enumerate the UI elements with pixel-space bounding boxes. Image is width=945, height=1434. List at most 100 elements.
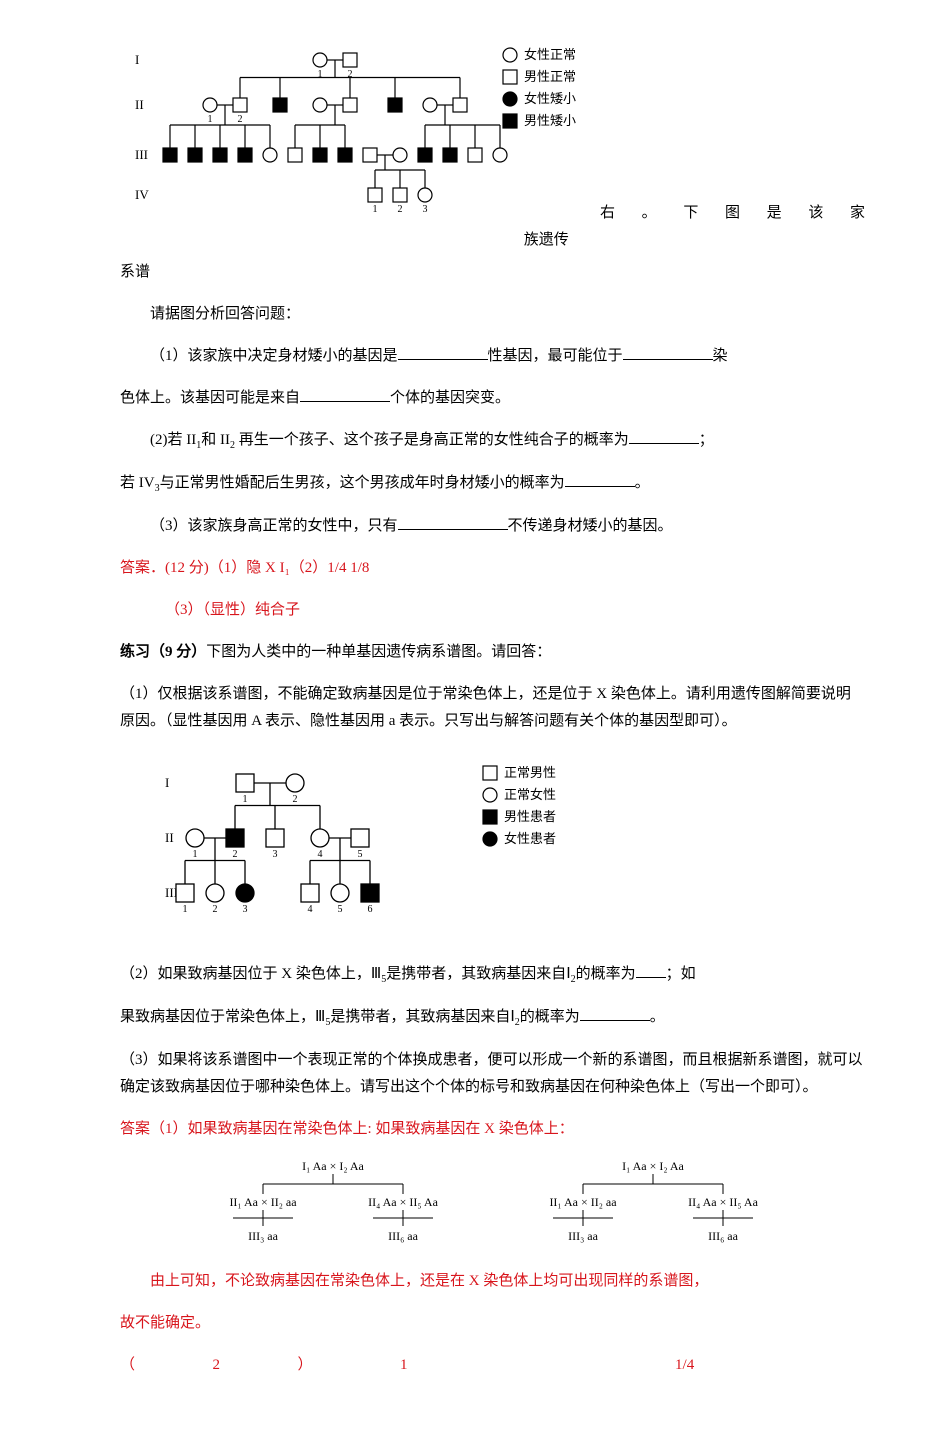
q2b-m2: 的概率为 xyxy=(576,966,636,982)
intro-left: 右。下图是该家 xyxy=(600,205,865,221)
svg-text:IV: IV xyxy=(135,187,149,202)
q2b-line2: 果致病基因位于常染色体上，Ⅲ5是携带者，其致病基因来自Ⅰ2的概率为。 xyxy=(120,1004,865,1032)
q2b-line1: （2）如果致病基因位于 X 染色体上，Ⅲ5是携带者，其致病基因来自Ⅰ2的概率为；… xyxy=(120,961,865,989)
svg-text:正常男性: 正常男性 xyxy=(504,765,556,780)
exercise-header: 练习（9 分）下图为人类中的一种单基因遗传病系谱图。请回答： xyxy=(120,639,865,666)
cross-auto: I₁ Aa × I₂ Aa II₁ Aa × II₂ aa II₄ Aa × II₅… xyxy=(203,1158,463,1248)
svg-text:III: III xyxy=(135,147,148,162)
footer-frac: 1/4 xyxy=(675,1357,694,1373)
svg-text:I: I xyxy=(165,775,169,790)
exercise-title-rest: 下图为人类中的一种单基因遗传病系谱图。请回答： xyxy=(206,644,551,660)
q2-l2s: 。 xyxy=(635,475,650,491)
cross-x-svg: I₁ Aa × I₂ Aa II₁ Aa × II₂ aa II₄ Aa × II₅… xyxy=(523,1158,783,1248)
svg-text:III₆ aa: III₆ aa xyxy=(708,1229,738,1243)
svg-text:III₃ aa: III₃ aa xyxy=(568,1229,598,1243)
svg-text:男性正常: 男性正常 xyxy=(524,69,576,84)
svg-text:I: I xyxy=(135,52,139,67)
q2b-l2s: 。 xyxy=(650,1009,665,1025)
answer-1-line1: 答案．(12 分)（1）隐 X I₁（2）1/4 1/8 xyxy=(120,555,865,582)
q1-line2: 色体上。该基因可能是来自 个体的基因突变。 xyxy=(120,385,865,412)
svg-text:1: 1 xyxy=(208,114,213,125)
svg-text:男性矮小: 男性矮小 xyxy=(524,113,576,128)
svg-text:I₁ Aa × I₂ Aa: I₁ Aa × I₂ Aa xyxy=(622,1159,684,1173)
pedigree-1-figure: IIIIIIIV1212123女性正常男性正常女性矮小男性矮小 xyxy=(120,40,600,220)
svg-text:1: 1 xyxy=(193,849,198,860)
exercise-p1: （1）仅根据该系谱图，不能确定致病基因是位于常染色体上，还是位于 X 染色体上。… xyxy=(120,681,865,735)
footer-p: ） xyxy=(298,1357,313,1373)
footer-n2: 2 xyxy=(213,1357,221,1373)
cross-auto-svg: I₁ Aa × I₂ Aa II₁ Aa × II₂ aa II₄ Aa × II₅… xyxy=(203,1158,463,1248)
svg-text:3: 3 xyxy=(273,849,278,860)
q2-m1: 和 II xyxy=(201,432,230,448)
svg-text:II: II xyxy=(135,97,144,112)
pedigree-2-figure: IIIIII1212345123456正常男性正常女性男性患者女性患者 xyxy=(150,758,580,928)
svg-text:女性矮小: 女性矮小 xyxy=(524,91,576,106)
svg-text:III₆ aa: III₆ aa xyxy=(388,1229,418,1243)
svg-text:2: 2 xyxy=(213,904,218,915)
svg-text:2: 2 xyxy=(398,204,403,215)
svg-text:5: 5 xyxy=(358,849,363,860)
answer-1-line2: （3）（显性）纯合子 xyxy=(120,597,865,624)
svg-text:3: 3 xyxy=(243,904,248,915)
svg-text:正常女性: 正常女性 xyxy=(504,787,556,802)
svg-text:I₁ Aa × I₂ Aa: I₁ Aa × I₂ Aa xyxy=(302,1159,364,1173)
footer-line: （ 2 ） 1 1/4 xyxy=(120,1352,865,1379)
svg-text:1: 1 xyxy=(373,204,378,215)
q3-pre: （3）该家族身高正常的女性中，只有 xyxy=(150,518,398,534)
svg-text:1: 1 xyxy=(318,69,323,80)
q1-suf: 个体的基因突变。 xyxy=(390,390,510,406)
q2-l2p: 若 IV xyxy=(120,475,155,491)
svg-text:1: 1 xyxy=(183,904,188,915)
svg-text:2: 2 xyxy=(348,69,353,80)
svg-text:4: 4 xyxy=(318,849,323,860)
q1-line1: （1）该家族中决定身材矮小的基因是 性基因，最可能位于 染 xyxy=(120,343,865,370)
q2b-pre: （2）如果致病基因位于 X 染色体上，Ⅲ xyxy=(120,966,381,982)
svg-text:II₄ Aa × II₅ Aa: II₄ Aa × II₅ Aa xyxy=(368,1195,438,1209)
q2-pre: (2)若 II xyxy=(150,432,196,448)
intro-line-2: 系谱 xyxy=(120,259,865,286)
svg-text:III₃ aa: III₃ aa xyxy=(248,1229,278,1243)
footer-n1: 1 xyxy=(400,1357,408,1373)
svg-text:II: II xyxy=(165,830,174,845)
svg-text:1: 1 xyxy=(243,794,248,805)
q3-suf: 不传递身材矮小的基因。 xyxy=(508,518,673,534)
svg-text:II₁ Aa × II₂ aa: II₁ Aa × II₂ aa xyxy=(229,1195,297,1209)
intro-right: 族遗传 xyxy=(524,232,569,248)
q3b: （3）如果将该系谱图中一个表现正常的个体换成患者，便可以形成一个新的系谱图，而且… xyxy=(120,1047,865,1101)
answer-2-conclusion: 由上可知，不论致病基因在常染色体上，还是在 X 染色体上均可出现同样的系谱图， xyxy=(120,1268,865,1295)
pedigree-1-svg: IIIIIIIV1212123女性正常男性正常女性矮小男性矮小 xyxy=(120,40,600,220)
q1-l2p: 色体上。该基因可能是来自 xyxy=(120,390,300,406)
pedigree-2-svg: IIIIII1212345123456正常男性正常女性男性患者女性患者 xyxy=(150,758,580,928)
q2b-m1: 是携带者，其致病基因来自Ⅰ xyxy=(386,966,570,982)
q2b-suf: ；如 xyxy=(666,966,696,982)
svg-text:2: 2 xyxy=(238,114,243,125)
q2-suf: ； xyxy=(699,432,714,448)
svg-text:女性患者: 女性患者 xyxy=(504,831,556,846)
q2-l2m: 与正常男性婚配后生男孩，这个男孩成年时身材矮小的概率为 xyxy=(160,475,565,491)
svg-text:3: 3 xyxy=(423,204,428,215)
footer-b: （ xyxy=(120,1357,135,1373)
answer-2-conclusion2: 故不能确定。 xyxy=(120,1310,865,1337)
answer-2-header: 答案（1）如果致病基因在常染色体上: 如果致病基因在 X 染色体上： xyxy=(120,1116,865,1143)
q2-line2: 若 IV3与正常男性婚配后生男孩，这个男孩成年时身材矮小的概率为。 xyxy=(120,470,865,498)
svg-text:II₁ Aa × II₂ aa: II₁ Aa × II₂ aa xyxy=(549,1195,617,1209)
svg-text:2: 2 xyxy=(233,849,238,860)
q1-mid1: 性基因，最可能位于 xyxy=(488,348,623,364)
cross-diagrams: I₁ Aa × I₂ Aa II₁ Aa × II₂ aa II₄ Aa × II₅… xyxy=(120,1158,865,1248)
exercise-title: 练习（9 分） xyxy=(120,644,206,660)
q-header: 请据图分析回答问题： xyxy=(120,301,865,328)
svg-text:6: 6 xyxy=(368,904,373,915)
q2b-l2p: 果致病基因位于常染色体上，Ⅲ xyxy=(120,1009,325,1025)
q2b-l2m: 是携带者，其致病基因来自Ⅰ xyxy=(330,1009,514,1025)
svg-text:2: 2 xyxy=(293,794,298,805)
q1-prefix: （1）该家族中决定身材矮小的基因是 xyxy=(150,348,398,364)
q2-m2: 再生一个孩子、这个孩子是身高正常的女性纯合子的概率为 xyxy=(235,432,629,448)
svg-text:女性正常: 女性正常 xyxy=(524,47,576,62)
svg-text:II₄ Aa × II₅ Aa: II₄ Aa × II₅ Aa xyxy=(688,1195,758,1209)
svg-text:4: 4 xyxy=(308,904,313,915)
q3-line: （3）该家族身高正常的女性中，只有 不传递身材矮小的基因。 xyxy=(120,513,865,540)
cross-x: I₁ Aa × I₂ Aa II₁ Aa × II₂ aa II₄ Aa × II₅… xyxy=(523,1158,783,1248)
q2-line1: (2)若 II1和 II2 再生一个孩子、这个孩子是身高正常的女性纯合子的概率为… xyxy=(120,427,865,455)
q2b-l2m2: 的概率为 xyxy=(520,1009,580,1025)
q1-mid2: 染 xyxy=(713,348,728,364)
